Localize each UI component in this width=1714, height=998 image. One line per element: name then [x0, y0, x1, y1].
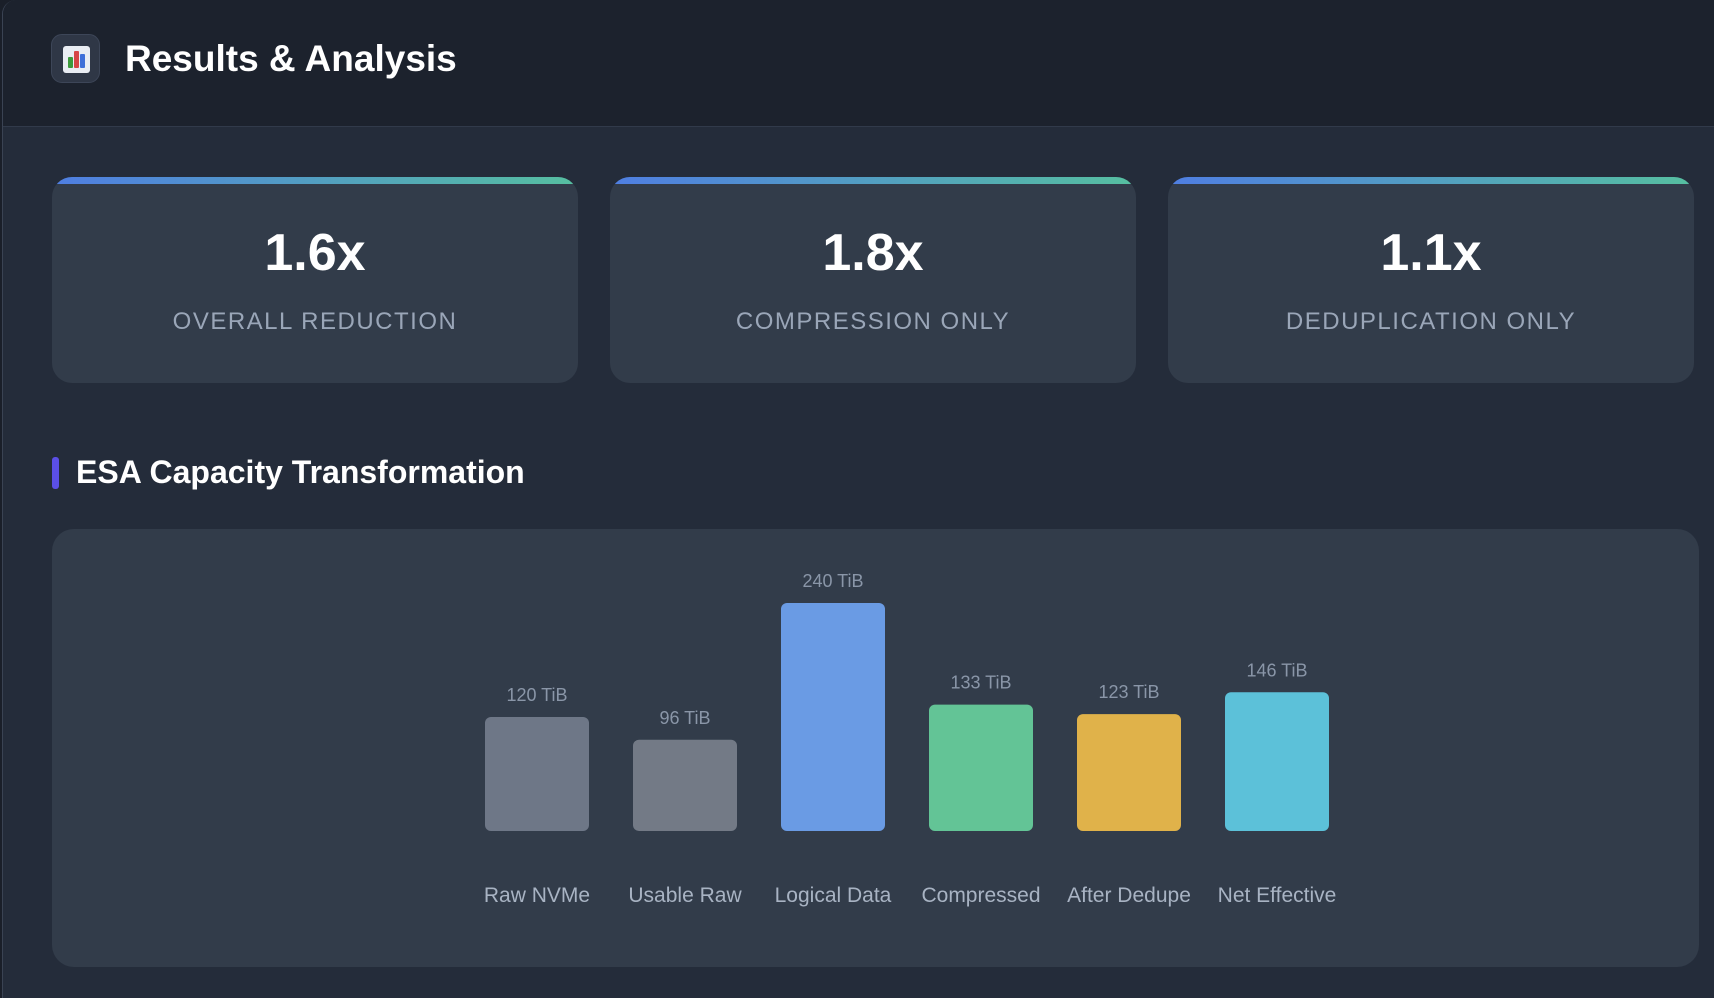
card-accent-bar [610, 177, 1136, 184]
bar-value-label: 240 TiB [802, 571, 863, 591]
metric-caption: COMPRESSION ONLY [735, 308, 1011, 335]
bar-value-label: 133 TiB [950, 673, 1011, 693]
metric-caption: OVERALL REDUCTION [172, 308, 458, 335]
bar-compressed [929, 704, 1033, 831]
bar-value-label: 120 TiB [506, 685, 567, 705]
bar-category-label: Net Effective [1218, 884, 1337, 907]
metric-card-compression-only: 1.8x COMPRESSION ONLY [610, 177, 1136, 383]
metric-value: 1.1x [1380, 224, 1482, 282]
bar-category-label: Usable Raw [628, 884, 742, 907]
results-header: Results & Analysis [3, 0, 1714, 127]
bar-usable-raw [633, 739, 737, 831]
metric-card-overall-reduction: 1.6x OVERALL REDUCTION [52, 177, 578, 383]
page-title: Results & Analysis [125, 38, 457, 79]
bar-category-label: After Dedupe [1067, 884, 1191, 907]
metric-card-deduplication-only: 1.1x DEDUPLICATION ONLY [1168, 177, 1694, 383]
metric-caption: DEDUPLICATION ONLY [1285, 308, 1577, 335]
section-marker [52, 457, 59, 489]
capacity-chart-panel: 120 TiB Raw NVMe 96 TiB Usable Raw 240 TiB Lo… [52, 529, 1699, 967]
bar-value-label: 146 TiB [1246, 660, 1307, 680]
bar-after-dedupe [1077, 714, 1181, 831]
bar-net-effective [1225, 692, 1329, 831]
card-accent-bar [1168, 177, 1694, 184]
bar-category-label: Compressed [921, 884, 1040, 907]
bar-category-label: Raw NVMe [484, 884, 590, 907]
bar-value-label: 96 TiB [659, 708, 710, 728]
section-title: ESA Capacity Transformation [76, 454, 525, 490]
bar-raw-nvme [485, 717, 589, 831]
bar-category-label: Logical Data [775, 884, 892, 907]
card-accent-bar [52, 177, 578, 184]
metric-value: 1.6x [264, 224, 366, 282]
capacity-bar-chart: 120 TiB Raw NVMe 96 TiB Usable Raw 240 TiB Lo… [484, 571, 1337, 907]
metric-value: 1.8x [822, 224, 924, 282]
bar-value-label: 123 TiB [1098, 682, 1159, 702]
bar-chart-icon [51, 34, 100, 83]
bar-logical-data [781, 603, 885, 831]
